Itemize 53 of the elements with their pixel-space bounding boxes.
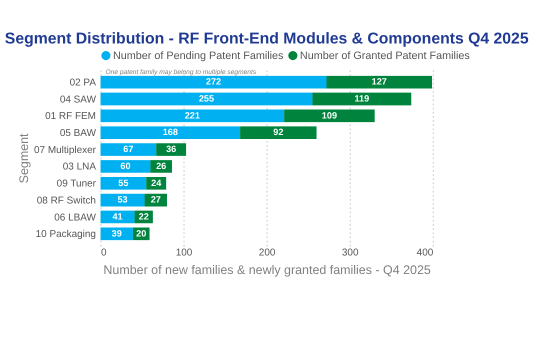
y-axis-title: Segment bbox=[17, 132, 32, 184]
x-axis-title: Number of new families & newly granted families - Q4 2025 bbox=[103, 262, 431, 277]
x-tick-label: 0 bbox=[100, 248, 107, 259]
data-label: 26 bbox=[156, 160, 166, 171]
y-tick-label: 07 Multiplexer bbox=[34, 144, 97, 156]
data-label: 22 bbox=[138, 211, 149, 222]
y-tick-label: 01 RF FEM bbox=[45, 111, 96, 122]
y-tick-label: 06 LBAW bbox=[54, 212, 97, 224]
data-label: 92 bbox=[273, 127, 284, 138]
data-label: 109 bbox=[322, 110, 338, 120]
data-label: 127 bbox=[372, 76, 387, 87]
data-label: 53 bbox=[117, 194, 128, 205]
data-label: 255 bbox=[198, 93, 214, 104]
data-label: 60 bbox=[120, 160, 131, 171]
legend-label: Number of Pending Patent Families bbox=[112, 50, 284, 62]
y-tick-label: 02 PA bbox=[70, 77, 96, 88]
x-tick-label: 300 bbox=[342, 248, 359, 259]
bar bbox=[284, 110, 375, 122]
y-tick-label: 09 Tuner bbox=[56, 178, 97, 190]
bar bbox=[100, 126, 240, 140]
bar bbox=[100, 194, 145, 206]
data-label: 36 bbox=[166, 144, 176, 154]
bar bbox=[100, 143, 156, 156]
bar bbox=[312, 92, 412, 106]
data-label: 24 bbox=[151, 178, 162, 188]
data-label: 27 bbox=[150, 194, 161, 205]
data-label: 168 bbox=[162, 127, 178, 138]
y-tick-label: 10 Packaging bbox=[36, 229, 96, 240]
data-label: 20 bbox=[136, 228, 146, 238]
data-label: 39 bbox=[112, 228, 122, 238]
bar bbox=[240, 126, 317, 140]
data-label: 41 bbox=[112, 211, 123, 222]
bar bbox=[100, 210, 135, 224]
data-label: 119 bbox=[354, 93, 370, 104]
bar bbox=[100, 92, 312, 106]
bar bbox=[326, 76, 432, 88]
x-tick-label: 200 bbox=[258, 248, 276, 259]
y-tick-label: 05 BAW bbox=[60, 128, 97, 140]
x-tick-label: 400 bbox=[416, 248, 434, 259]
x-tick-label: 100 bbox=[176, 248, 193, 259]
bar bbox=[100, 160, 150, 173]
data-label: 67 bbox=[123, 144, 134, 154]
data-label: 272 bbox=[206, 76, 222, 87]
data-label: 221 bbox=[184, 110, 200, 120]
data-label: 55 bbox=[118, 178, 128, 188]
y-tick-label: 08 RF Switch bbox=[36, 195, 96, 206]
y-tick-label: 04 SAW bbox=[60, 94, 97, 106]
legend-label: Number of Granted Patent Families bbox=[300, 50, 470, 62]
bar bbox=[100, 110, 284, 122]
y-tick-label: 03 LNA bbox=[62, 162, 96, 173]
bar bbox=[156, 143, 186, 156]
chart-title: Segment Distribution - RF Front-End Modules & Components Q4 2025 bbox=[4, 30, 529, 48]
bar bbox=[100, 76, 327, 88]
